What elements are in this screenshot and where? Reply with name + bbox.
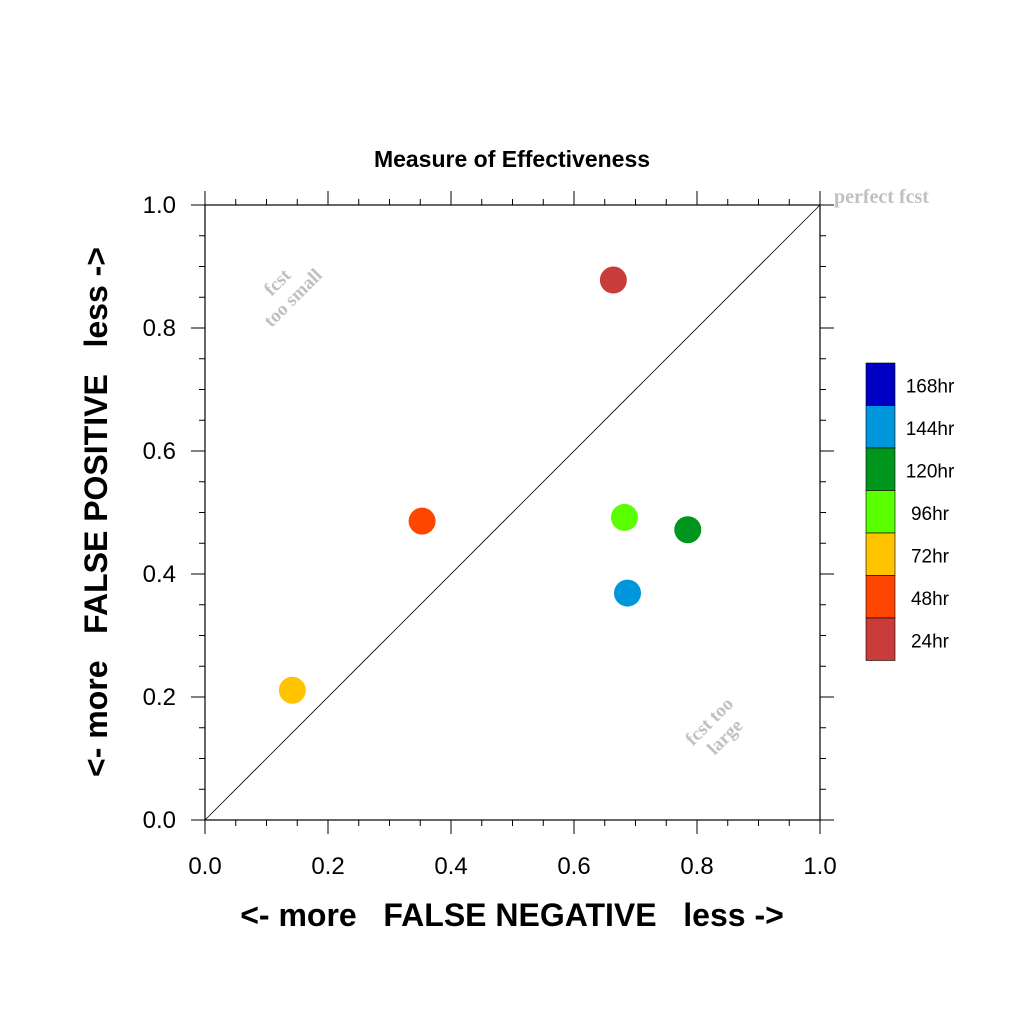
perfect-forecast-line — [204, 204, 821, 821]
x-tick-label: 0.6 — [557, 853, 590, 880]
legend-swatch-168hr — [865, 362, 896, 406]
chart-title: Measure of Effectiveness — [374, 146, 650, 172]
y-tick-label: 0.6 — [143, 438, 176, 465]
y-tick-label: 0.4 — [143, 561, 176, 588]
legend-label-48hr: 48hr — [911, 589, 950, 610]
y-tick-label: 0.2 — [143, 684, 176, 711]
legend-label-24hr: 24hr — [911, 631, 950, 652]
x-tick-label: 0.2 — [311, 853, 344, 880]
y-tick-label: 0.0 — [143, 807, 176, 834]
y-tick-label: 1.0 — [143, 192, 176, 219]
axes: 0.0 0.2 0.4 0.6 0.8 1.0 0.0 0.2 0.4 0.6 0.8 1.0 — [143, 191, 837, 880]
legend-label-144hr: 144hr — [906, 419, 955, 440]
data-point-144hr — [614, 579, 642, 607]
legend-label-96hr: 96hr — [911, 504, 950, 525]
legend-swatch-96hr — [865, 490, 896, 534]
legend-swatch-24hr — [865, 617, 896, 661]
legend-label-72hr: 72hr — [911, 546, 950, 567]
annotations: perfect fcst fcst too small fcst too lar… — [260, 186, 929, 760]
data-point-24hr — [599, 266, 627, 294]
legend-swatch-144hr — [865, 405, 896, 449]
data-point-96hr — [610, 503, 638, 531]
legend-swatch-120hr — [865, 447, 896, 491]
x-axis-label: <- more FALSE NEGATIVE less -> — [240, 897, 784, 933]
legend-label-120hr: 120hr — [906, 461, 955, 482]
y-tick-label: 0.8 — [143, 315, 176, 342]
perfect-fcst-annotation: perfect fcst — [834, 186, 929, 208]
x-tick-label: 0.8 — [680, 853, 713, 880]
data-point-48hr — [408, 507, 436, 535]
data-points — [278, 266, 702, 704]
x-tick-label: 1.0 — [803, 853, 836, 880]
y-axis-label: <- more FALSE POSITIVE less -> — [78, 247, 114, 777]
data-point-72hr — [278, 676, 306, 704]
legend-swatch-48hr — [865, 575, 896, 619]
x-tick-label: 0.0 — [188, 853, 221, 880]
legend-label-168hr: 168hr — [906, 376, 955, 397]
legend-swatch-72hr — [865, 532, 896, 576]
too-small-annotation: fcst too small — [260, 265, 327, 332]
x-tick-label: 0.4 — [434, 853, 467, 880]
legend: 168hr 144hr 120hr 96hr 72hr 48hr 24hr — [865, 362, 955, 661]
too-large-annotation: fcst too large — [682, 694, 748, 760]
data-point-120hr — [674, 516, 702, 544]
